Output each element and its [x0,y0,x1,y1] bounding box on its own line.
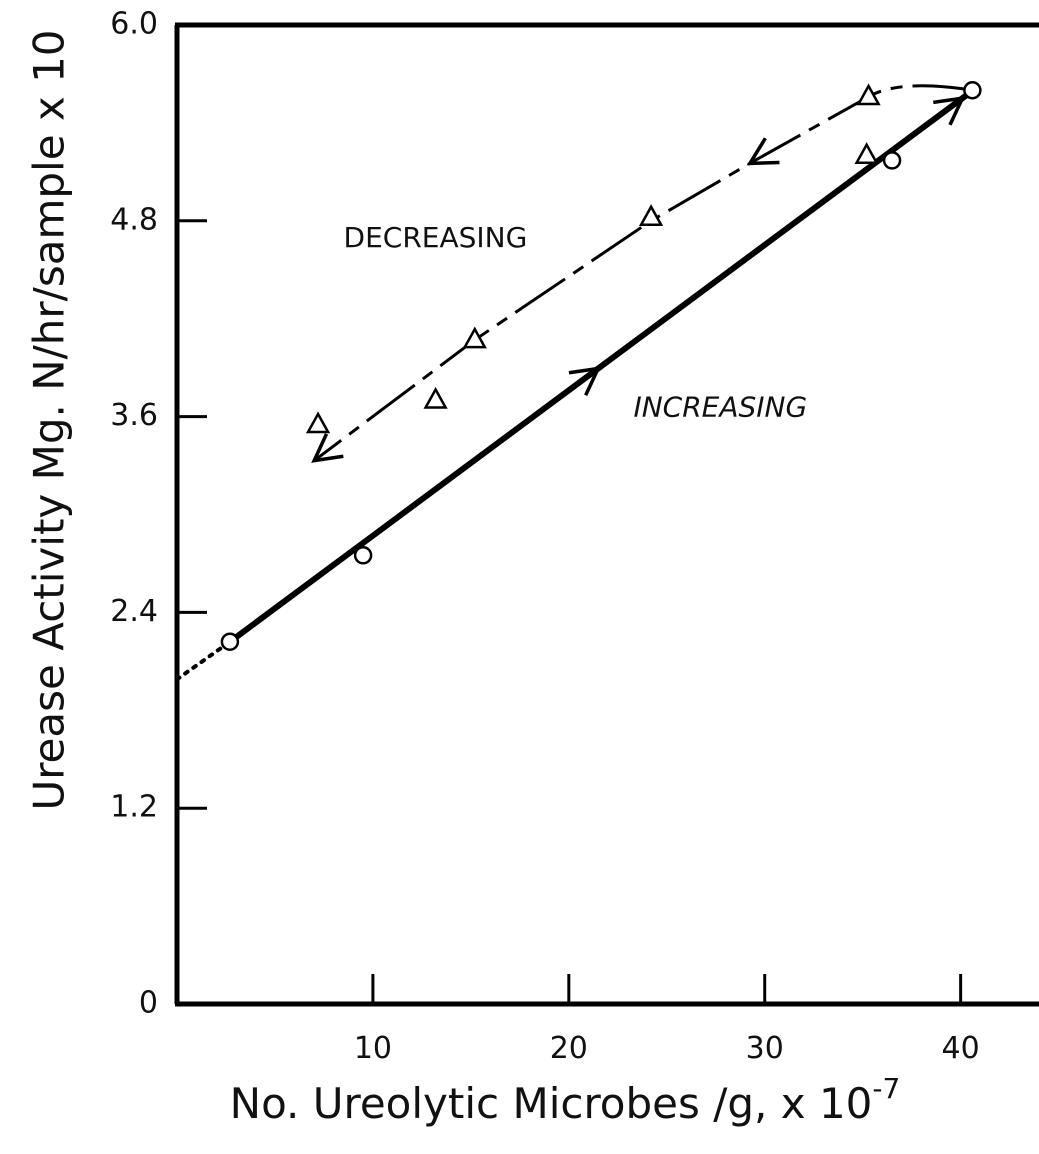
decreasing-fit-line [313,84,973,462]
increasing-arrow-mid [568,366,602,396]
decreasing-point [462,326,487,349]
y-tick-label: 3.6 [110,398,158,433]
decreasing-arrow-end [311,433,344,463]
annotation-decreasing: DECREASING [344,221,528,254]
y-tick-label: 2.4 [110,594,158,629]
decreasing-arrow-mid [746,137,780,166]
decreasing-point [638,204,664,226]
x-tick-label: 30 [746,1031,784,1066]
increasing-point [353,546,373,565]
x-axis-title: No. Ureolytic Microbes /g, x 10-7 [230,1072,901,1128]
x-tick-label: 40 [942,1031,980,1066]
y-tick-label: 6.0 [110,7,158,42]
decreasing-point [854,142,879,164]
x-axis-title-exponent: -7 [872,1072,900,1105]
increasing-extrapolation-line [175,639,232,682]
arrows-layer [311,95,966,463]
x-tick-label: 20 [550,1031,588,1066]
y-tick-label: 1.2 [110,790,158,825]
increasing-point [882,151,902,170]
points-layer [220,81,982,652]
y-tick-label: 4.8 [110,202,158,237]
decreasing-point [856,83,881,106]
y-axis-title: Urease Activity Mg. N/hr/sample x 10 [25,29,74,810]
y-tick-label: 0 [139,986,158,1021]
decreasing-point [305,411,331,434]
decreasing-point [423,386,448,409]
increasing-point [963,81,982,100]
increasing-point [220,632,240,652]
lines-layer [175,84,973,682]
ticks-layer: 0 1.2 2.4 3.6 4.8 6.0 10 20 30 40 [110,7,979,1067]
increasing-arrow-end [933,95,966,126]
annotation-increasing: INCREASING [633,391,807,424]
x-axis-title-main: No. Ureolytic Microbes /g, x 10 [230,1079,873,1128]
x-tick-label: 10 [354,1031,392,1066]
axes-layer [174,22,1039,1007]
